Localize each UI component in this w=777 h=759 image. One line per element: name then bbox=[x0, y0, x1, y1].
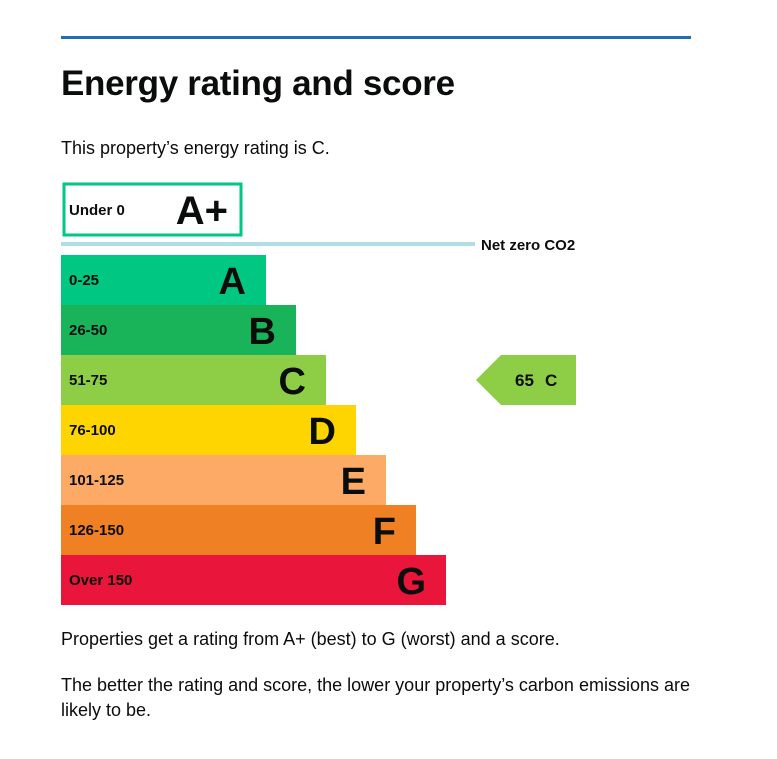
current-letter: C bbox=[545, 371, 557, 390]
band-e-bar bbox=[61, 455, 386, 505]
band-aplus-letter: A+ bbox=[176, 189, 228, 233]
page-title: Energy rating and score bbox=[61, 64, 455, 103]
band-e-range: 101-125 bbox=[69, 472, 124, 489]
band-f-range: 126-150 bbox=[69, 522, 124, 539]
net-zero-line bbox=[61, 242, 475, 246]
current-rating-arrow bbox=[476, 355, 576, 405]
band-f-bar bbox=[61, 505, 416, 555]
band-d-bar bbox=[61, 405, 356, 455]
band-aplus-range: Under 0 bbox=[69, 202, 125, 219]
band-c-range: 51-75 bbox=[69, 372, 107, 389]
band-g-range: Over 150 bbox=[69, 572, 132, 589]
band-e-letter: E bbox=[341, 461, 366, 503]
band-g-letter: G bbox=[396, 561, 426, 603]
carbon-explanation: The better the rating and score, the low… bbox=[61, 675, 690, 720]
band-g-bar bbox=[61, 555, 446, 605]
net-zero-label: Net zero CO2 bbox=[481, 237, 575, 254]
band-c-bar bbox=[61, 355, 326, 405]
rating-explanation: Properties get a rating from A+ (best) t… bbox=[61, 629, 560, 649]
top-rule bbox=[61, 36, 691, 39]
band-d-range: 76-100 bbox=[69, 422, 116, 439]
band-f-letter: F bbox=[373, 511, 396, 553]
band-c-letter: C bbox=[279, 361, 306, 403]
band-a-bar bbox=[61, 255, 266, 305]
band-b-letter: B bbox=[249, 311, 276, 353]
band-a-range: 0-25 bbox=[69, 272, 99, 289]
band-b-bar bbox=[61, 305, 296, 355]
band-a-letter: A bbox=[219, 261, 246, 303]
band-b-range: 26-50 bbox=[69, 322, 107, 339]
band-aplus-box bbox=[62, 182, 243, 237]
energy-rating-intro: This property’s energy rating is C. bbox=[61, 138, 330, 158]
current-score: 65 bbox=[515, 371, 534, 390]
band-d-letter: D bbox=[309, 411, 336, 453]
